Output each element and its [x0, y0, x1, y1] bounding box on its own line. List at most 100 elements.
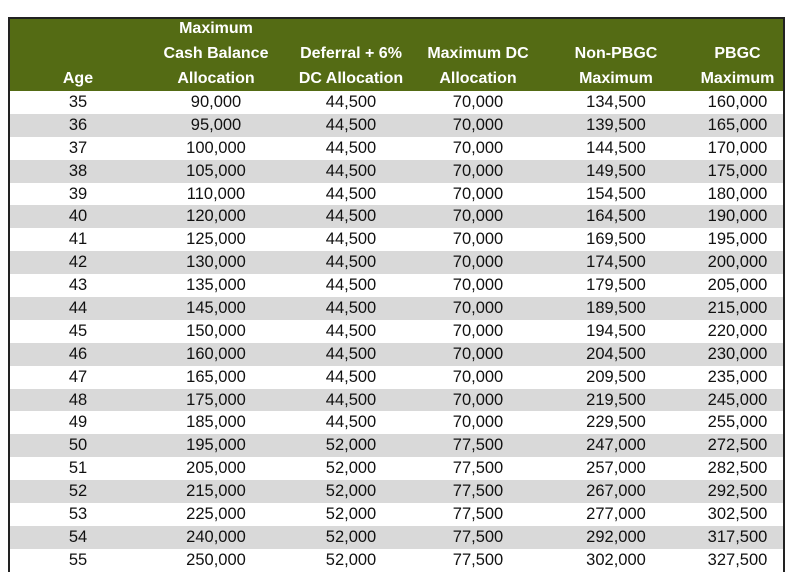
table-row: 35 90,000 44,500 70,000 134,500 160,000 [10, 91, 783, 114]
cell-non-pbgc-max: 267,000 [586, 482, 646, 501]
table-row: 45 150,000 44,500 70,000 194,500 220,000 [10, 320, 783, 343]
cell-cash-balance: 125,000 [186, 230, 246, 249]
cell-deferral-dc: 44,500 [325, 230, 377, 249]
table-row: 43 135,000 44,500 70,000 179,500 205,000 [10, 274, 783, 297]
cell-max-dc: 77,500 [452, 527, 504, 546]
cell-non-pbgc-max: 144,500 [586, 138, 646, 157]
contribution-limits-table: Age Maximum Cash Balance Allocation Deferral… [8, 17, 785, 572]
cell-cash-balance: 240,000 [186, 527, 246, 546]
header-line: Allocation [177, 70, 255, 87]
cell-non-pbgc-max: 174,500 [586, 253, 646, 272]
cell-pbgc-max: 195,000 [707, 230, 768, 249]
cell-non-pbgc-max: 164,500 [586, 207, 646, 226]
cell-max-dc: 70,000 [452, 161, 504, 180]
cell-non-pbgc-max: 169,500 [586, 230, 646, 249]
cell-cash-balance: 195,000 [186, 436, 246, 455]
cell-pbgc-max: 282,500 [707, 459, 768, 478]
cell-deferral-dc: 52,000 [325, 550, 377, 569]
cell-pbgc-max: 215,000 [707, 298, 768, 317]
cell-deferral-dc: 52,000 [325, 527, 377, 546]
table-row: 53 225,000 52,000 77,500 277,000 302,500 [10, 503, 783, 526]
cell-max-dc: 70,000 [452, 390, 504, 409]
header-line: Deferral + 6% [300, 45, 402, 62]
cell-non-pbgc-max: 257,000 [586, 459, 646, 478]
cell-non-pbgc-max: 292,000 [586, 527, 646, 546]
cell-age: 49 [68, 413, 88, 432]
cell-pbgc-max: 272,500 [707, 436, 768, 455]
header-deferral-dc: Deferral + 6% DC Allocation [286, 19, 416, 91]
cell-cash-balance: 95,000 [190, 115, 242, 134]
table-row: 38 105,000 44,500 70,000 149,500 175,000 [10, 159, 783, 183]
cell-max-dc: 77,500 [452, 436, 504, 455]
cell-age: 36 [68, 115, 88, 134]
cell-max-dc: 70,000 [452, 138, 504, 157]
cell-deferral-dc: 52,000 [325, 436, 377, 455]
cell-pbgc-max: 230,000 [707, 344, 768, 363]
header-line: Allocation [439, 70, 517, 87]
cell-pbgc-max: 180,000 [707, 184, 768, 203]
cell-max-dc: 77,500 [452, 482, 504, 501]
cell-cash-balance: 250,000 [186, 550, 246, 569]
cell-age: 51 [68, 459, 88, 478]
cell-deferral-dc: 44,500 [325, 92, 377, 111]
header-line: Maximum [179, 20, 253, 37]
header-pbgc-max: PBGC Maximum [692, 19, 783, 91]
cell-cash-balance: 135,000 [186, 276, 246, 295]
cell-non-pbgc-max: 179,500 [586, 276, 646, 295]
cell-non-pbgc-max: 302,000 [586, 550, 646, 569]
cell-cash-balance: 120,000 [186, 207, 246, 226]
header-line: Maximum [579, 70, 653, 87]
cell-cash-balance: 100,000 [186, 138, 246, 157]
table-row: 36 95,000 44,500 70,000 139,500 165,000 [10, 113, 783, 137]
cell-cash-balance: 150,000 [186, 321, 246, 340]
cell-max-dc: 70,000 [452, 413, 504, 432]
cell-deferral-dc: 52,000 [325, 482, 377, 501]
table-row: 50 195,000 52,000 77,500 247,000 272,500 [10, 434, 783, 458]
cell-age: 47 [68, 367, 88, 386]
cell-pbgc-max: 205,000 [707, 276, 768, 295]
cell-cash-balance: 205,000 [186, 459, 246, 478]
header-line: Maximum DC [427, 45, 529, 62]
header-line: Age [62, 70, 94, 87]
cell-max-dc: 70,000 [452, 321, 504, 340]
cell-pbgc-max: 302,500 [707, 504, 768, 523]
cell-cash-balance: 110,000 [186, 184, 246, 203]
cell-cash-balance: 175,000 [186, 390, 246, 409]
cell-max-dc: 70,000 [452, 367, 504, 386]
header-line: Non-PBGC [574, 45, 658, 62]
cell-age: 45 [68, 321, 88, 340]
cell-cash-balance: 185,000 [186, 413, 246, 432]
cell-age: 38 [68, 161, 88, 180]
cell-cash-balance: 215,000 [186, 482, 246, 501]
cell-non-pbgc-max: 189,500 [586, 298, 646, 317]
header-age: Age [10, 19, 146, 91]
cell-max-dc: 70,000 [452, 276, 504, 295]
cell-pbgc-max: 190,000 [707, 207, 768, 226]
cell-max-dc: 77,500 [452, 459, 504, 478]
cell-deferral-dc: 44,500 [325, 276, 377, 295]
table-body: 35 90,000 44,500 70,000 134,500 160,000 36 95,0… [10, 91, 783, 572]
cell-max-dc: 77,500 [452, 504, 504, 523]
cell-max-dc: 70,000 [452, 344, 504, 363]
table-row: 39 110,000 44,500 70,000 154,500 180,000 [10, 183, 783, 206]
header-line: Cash Balance [163, 45, 269, 62]
cell-deferral-dc: 44,500 [325, 413, 377, 432]
cell-cash-balance: 130,000 [186, 253, 246, 272]
table-row: 44 145,000 44,500 70,000 189,500 215,000 [10, 297, 783, 320]
header-line: Maximum [700, 70, 775, 87]
cell-cash-balance: 165,000 [186, 367, 246, 386]
table-row: 54 240,000 52,000 77,500 292,000 317,500 [10, 525, 783, 549]
cell-cash-balance: 225,000 [186, 504, 246, 523]
cell-pbgc-max: 170,000 [707, 138, 768, 157]
cell-deferral-dc: 44,500 [325, 344, 377, 363]
header-line: DC Allocation [298, 70, 404, 87]
cell-cash-balance: 145,000 [186, 298, 246, 317]
cell-age: 42 [68, 253, 88, 272]
cell-max-dc: 70,000 [452, 92, 504, 111]
cell-age: 50 [68, 436, 88, 455]
table-row: 47 165,000 44,500 70,000 209,500 235,000 [10, 366, 783, 389]
cell-pbgc-max: 175,000 [707, 161, 768, 180]
cell-deferral-dc: 52,000 [325, 504, 377, 523]
cell-deferral-dc: 52,000 [325, 459, 377, 478]
cell-non-pbgc-max: 149,500 [586, 161, 646, 180]
